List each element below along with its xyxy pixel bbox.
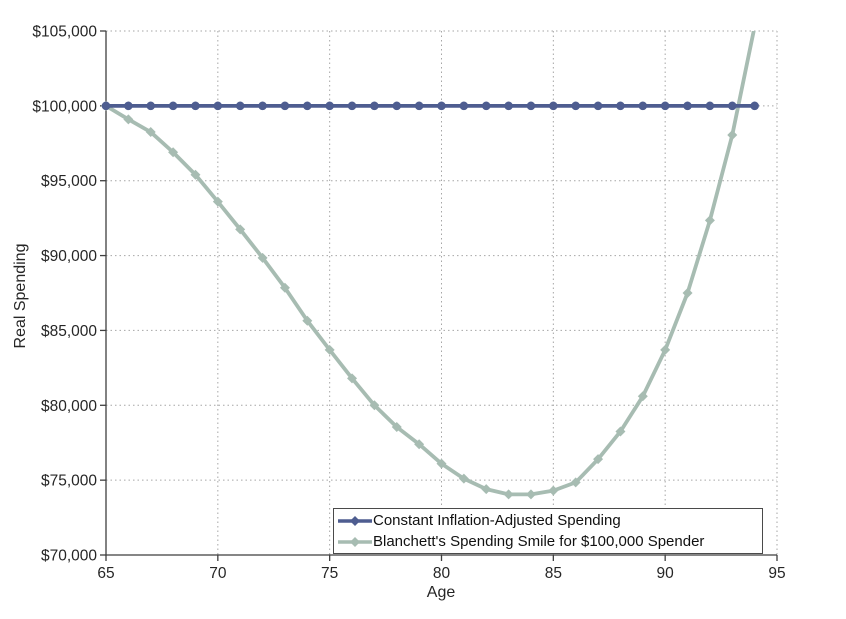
marker-constant-spending <box>593 101 603 111</box>
y-tick-label: $105,000 <box>32 24 97 41</box>
legend-item-constant-spending: Constant Inflation-Adjusted Spending <box>337 510 759 531</box>
legend: Constant Inflation-Adjusted Spending Bla… <box>333 508 763 554</box>
marker-constant-spending <box>683 101 692 111</box>
y-tick-label: $90,000 <box>41 248 97 265</box>
legend-item-spending-smile: Blanchett's Spending Smile for $100,000 … <box>337 531 759 552</box>
marker-spending-smile <box>481 484 492 495</box>
marker-spending-smile <box>570 477 581 488</box>
marker-spending-smile <box>391 421 402 432</box>
y-tick-label: $85,000 <box>41 323 97 340</box>
marker-constant-spending <box>235 101 245 111</box>
marker-constant-spending <box>750 101 759 111</box>
y-tick-label: $95,000 <box>41 173 97 190</box>
marker-spending-smile <box>279 282 290 293</box>
marker-spending-smile <box>704 215 715 226</box>
marker-constant-spending <box>504 101 513 111</box>
series-group <box>101 31 759 500</box>
marker-spending-smile <box>615 426 626 437</box>
marker-spending-smile <box>754 31 756 32</box>
marker-constant-spending <box>347 101 357 111</box>
marker-constant-spending <box>481 101 491 111</box>
marker-constant-spending <box>526 101 536 111</box>
x-tick-label: 80 <box>433 565 451 582</box>
marker-spending-smile <box>324 344 335 355</box>
marker-spending-smile <box>347 373 358 384</box>
y-tick-label: $70,000 <box>41 548 97 565</box>
marker-constant-spending <box>213 101 223 111</box>
marker-constant-spending <box>459 101 469 111</box>
series-line-spending-smile <box>104 31 756 497</box>
x-tick-label: 95 <box>768 565 785 582</box>
x-tick-label: 85 <box>545 565 562 582</box>
marker-spending-smile <box>123 114 134 125</box>
legend-sample-marker-spending-smile <box>350 536 360 547</box>
marker-constant-spending <box>280 101 290 111</box>
legend-line-sample-constant <box>338 515 372 526</box>
marker-constant-spending <box>414 101 424 111</box>
marker-spending-smile <box>436 458 447 469</box>
x-tick-label: 75 <box>321 565 338 582</box>
marker-constant-spending <box>571 101 580 111</box>
series-constant-spending <box>101 101 759 111</box>
marker-constant-spending <box>325 101 334 111</box>
marker-constant-spending <box>146 101 156 111</box>
marker-spending-smile <box>257 252 268 263</box>
marker-spending-smile <box>593 454 604 465</box>
marker-spending-smile <box>503 489 514 500</box>
marker-constant-spending <box>191 101 200 111</box>
marker-spending-smile <box>548 485 559 496</box>
marker-constant-spending <box>370 101 379 111</box>
marker-constant-spending <box>101 101 111 111</box>
marker-spending-smile <box>727 130 738 141</box>
marker-constant-spending <box>705 101 715 111</box>
marker-spending-smile <box>302 315 313 326</box>
legend-sample-marker-constant-spending <box>350 515 360 526</box>
marker-spending-smile <box>212 196 223 207</box>
marker-constant-spending <box>727 101 737 111</box>
marker-constant-spending <box>660 101 670 111</box>
x-tick-label: 90 <box>657 565 675 582</box>
marker-spending-smile <box>525 489 536 500</box>
marker-constant-spending <box>168 101 178 111</box>
marker-constant-spending <box>392 101 402 111</box>
marker-spending-smile <box>414 439 425 450</box>
marker-spending-smile <box>637 391 648 402</box>
marker-spending-smile <box>660 344 671 355</box>
axes <box>100 30 778 561</box>
marker-constant-spending <box>638 101 648 111</box>
marker-spending-smile <box>682 288 693 298</box>
marker-spending-smile <box>235 224 246 235</box>
marker-spending-smile <box>458 473 469 484</box>
x-tick-label: 70 <box>209 565 227 582</box>
y-tick-label: $75,000 <box>41 473 97 490</box>
legend-line-sample-smile <box>338 536 372 547</box>
marker-spending-smile <box>190 169 201 180</box>
y-axis-label: Real Spending <box>12 243 29 349</box>
marker-spending-smile <box>369 400 380 411</box>
y-tick-label: $100,000 <box>32 98 97 115</box>
marker-constant-spending <box>616 101 625 111</box>
x-tick-label: 65 <box>97 565 114 582</box>
marker-constant-spending <box>124 101 133 111</box>
marker-constant-spending <box>258 101 267 111</box>
marker-spending-smile <box>168 147 179 158</box>
y-tick-label: $80,000 <box>41 398 97 415</box>
marker-spending-smile <box>145 127 156 138</box>
legend-label-spending-smile: Blanchett's Spending Smile for $100,000 … <box>373 533 705 550</box>
marker-constant-spending <box>303 101 312 111</box>
marker-constant-spending <box>437 101 446 111</box>
legend-label-constant-spending: Constant Inflation-Adjusted Spending <box>373 512 621 529</box>
tick-labels: 65 70 75 80 85 90 95 $70,000 $75,000 $80,000 $85,0… <box>32 24 785 583</box>
x-axis-label: Age <box>426 584 456 601</box>
marker-constant-spending <box>549 101 558 111</box>
series-spending-smile <box>101 31 756 500</box>
